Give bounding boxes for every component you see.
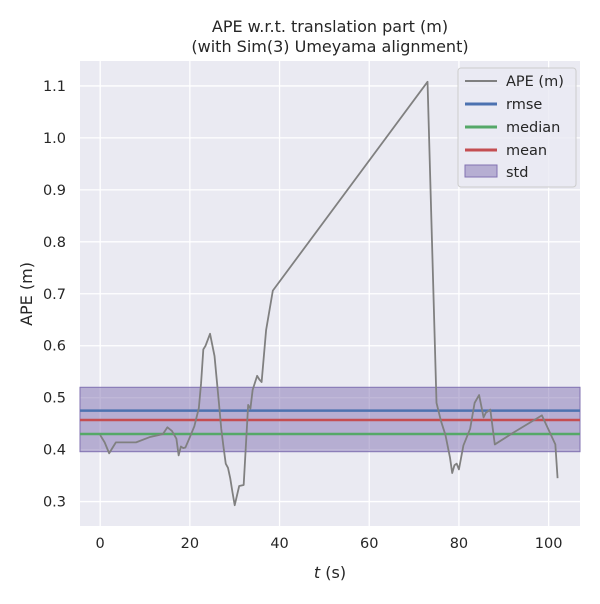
y-tick-label: 0.6 xyxy=(43,339,66,355)
x-tick-label: 60 xyxy=(360,536,378,552)
x-tick-label: 40 xyxy=(270,536,288,552)
ape-line xyxy=(99,80,559,507)
x-axis-label-symbol: t xyxy=(314,563,321,582)
x-tick-label: 100 xyxy=(535,536,563,552)
x-tick-labels: 0 20 40 60 80 100 xyxy=(96,536,563,552)
y-tick-label: 0.8 xyxy=(43,235,66,251)
legend-label-mean: mean xyxy=(506,143,547,159)
legend-label-rmse: rmse xyxy=(506,97,542,113)
legend-frame xyxy=(457,67,577,188)
chart-title-line1: APE w.r.t. translation part (m) xyxy=(212,17,448,36)
legend: APE (m) rmse median mean std xyxy=(457,67,577,188)
x-tick-label: 0 xyxy=(96,536,105,552)
ape-series-layer xyxy=(99,80,559,507)
x-axis-label-unit: (s) xyxy=(320,563,346,582)
y-tick-label: 1.0 xyxy=(43,131,66,147)
x-tick-label: 80 xyxy=(450,536,468,552)
y-tick-label: 1.1 xyxy=(43,79,66,95)
x-tick-label: 20 xyxy=(181,536,199,552)
legend-label-std: std xyxy=(506,165,528,181)
y-tick-label: 0.7 xyxy=(43,287,66,303)
y-tick-labels: 0.3 0.4 0.5 0.6 0.7 0.8 0.9 1.0 1.1 xyxy=(43,79,66,511)
y-tick-label: 0.9 xyxy=(43,183,66,199)
legend-label-ape: APE (m) xyxy=(506,74,564,90)
y-tick-label: 0.5 xyxy=(43,391,66,407)
y-axis-label: APE (m) xyxy=(17,262,36,326)
y-tick-label: 0.4 xyxy=(43,443,66,459)
legend-swatch-std xyxy=(464,164,498,178)
chart-title-line2: (with Sim(3) Umeyama alignment) xyxy=(191,37,468,56)
y-tick-label: 0.3 xyxy=(43,495,66,511)
legend-label-median: median xyxy=(506,120,560,136)
x-axis-label: t (s) xyxy=(314,563,346,582)
